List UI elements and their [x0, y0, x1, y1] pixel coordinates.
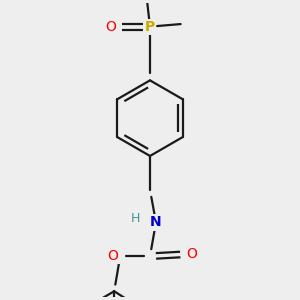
Text: O: O — [105, 20, 116, 34]
Text: O: O — [187, 247, 198, 261]
Text: H: H — [130, 212, 140, 225]
Text: P: P — [145, 20, 155, 34]
Text: N: N — [150, 215, 162, 230]
Text: O: O — [108, 249, 118, 263]
